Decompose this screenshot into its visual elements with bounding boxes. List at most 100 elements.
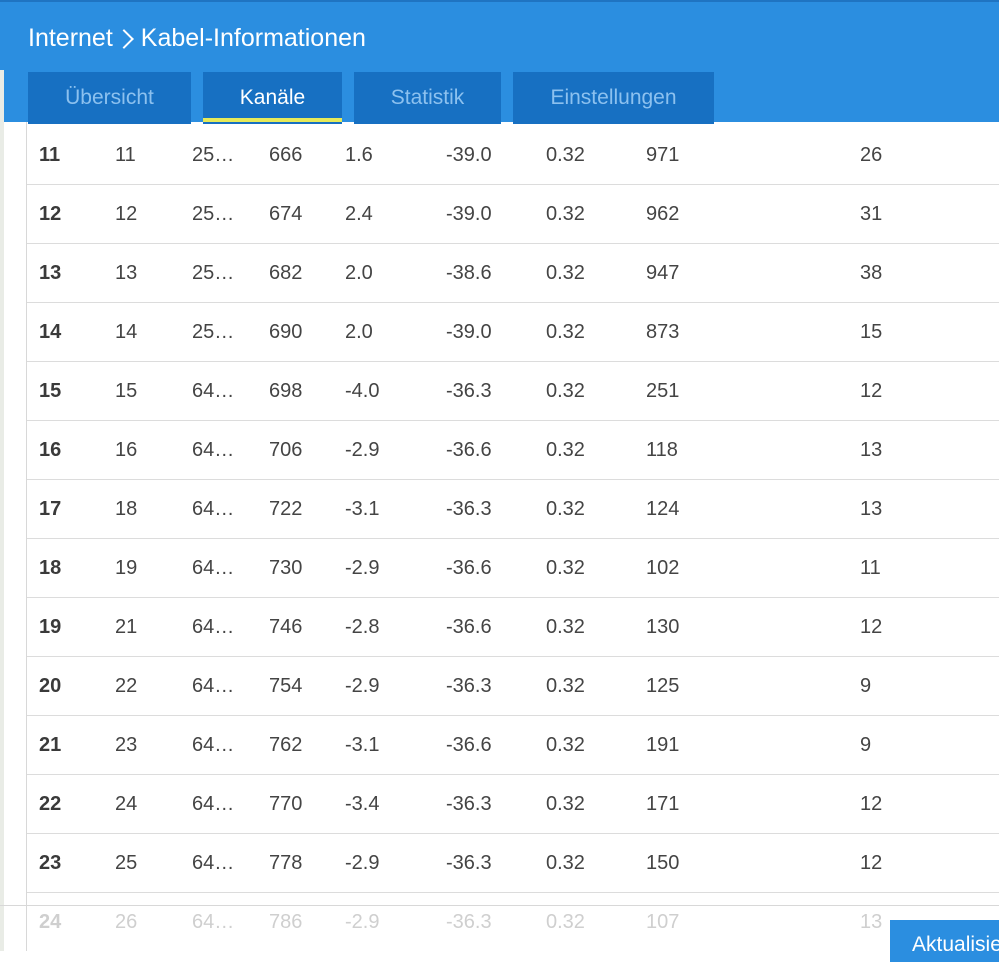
table-row: 13 13 25… 682 2.0 -38.6 0.32 947 38: [27, 243, 999, 303]
table-cell: 64…: [192, 479, 269, 539]
table-cell: 20: [27, 656, 115, 716]
table-cell: 778: [269, 833, 345, 893]
table-cell: 0.32: [546, 361, 646, 421]
tab-bar: Übersicht Kanäle Statistik Einstellungen: [28, 72, 726, 124]
table-cell: 64…: [192, 597, 269, 657]
table-cell: 690: [269, 302, 345, 362]
table-row: 23 25 64… 778 -2.9 -36.3 0.32 150 12: [27, 833, 999, 893]
table-row: 11 11 25… 666 1.6 -39.0 0.32 971 26: [27, 126, 999, 185]
table-cell: 0.32: [546, 184, 646, 244]
table-cell: 0.32: [546, 715, 646, 775]
table-cell: -2.9: [345, 910, 380, 933]
table-cell: 0.32: [546, 243, 646, 303]
table-cell: 12: [860, 597, 999, 657]
table-cell: -39.0: [446, 126, 546, 185]
table-cell: -36.3: [446, 656, 546, 716]
table-cell: 64…: [192, 361, 269, 421]
table-cell: 11: [860, 538, 999, 598]
table-cell: 698: [269, 361, 345, 421]
table-cell: -36.6: [446, 538, 546, 598]
tab-uebersicht[interactable]: Übersicht: [28, 72, 191, 124]
table-cell: -39.0: [446, 302, 546, 362]
table-cell: 0.32: [546, 910, 585, 933]
table-cell: -2.9: [345, 833, 446, 893]
table-cell: -36.6: [446, 715, 546, 775]
table-cell: 19: [115, 538, 192, 598]
table-cell: 12: [860, 774, 999, 834]
table-cell: 12: [115, 184, 192, 244]
table-cell: 64…: [192, 833, 269, 893]
table-row: 18 19 64… 730 -2.9 -36.6 0.32 102 11: [27, 538, 999, 598]
chevron-right-icon: [113, 28, 134, 49]
table-cell: -3.4: [345, 774, 446, 834]
refresh-button[interactable]: Aktualisieren: [890, 920, 999, 962]
table-cell: 0.32: [546, 774, 646, 834]
table-cell: 26: [860, 126, 999, 185]
table-cell: 13: [115, 243, 192, 303]
table-cell: -2.9: [345, 420, 446, 480]
table-cell: 674: [269, 184, 345, 244]
table-cell: -36.3: [446, 361, 546, 421]
table-cell: 0.32: [546, 302, 646, 362]
table-cell: 15: [27, 361, 115, 421]
footer-divider: [0, 905, 999, 906]
left-divider: [0, 70, 4, 951]
table-cell: 25…: [192, 243, 269, 303]
table-cell: 22: [27, 774, 115, 834]
table-cell: -36.6: [446, 597, 546, 657]
table-cell: 706: [269, 420, 345, 480]
table-cell: 31: [860, 184, 999, 244]
table-cell: 786: [269, 910, 303, 933]
table-row: 20 22 64… 754 -2.9 -36.3 0.32 125 9: [27, 656, 999, 716]
table-cell: 2.4: [345, 184, 446, 244]
table-cell: 9: [860, 715, 999, 775]
table-cell: -36.3: [446, 479, 546, 539]
table-cell: 11: [27, 126, 115, 185]
table-cell: 17: [27, 479, 115, 539]
table-cell: 18: [115, 479, 192, 539]
table-cell: 64…: [192, 774, 269, 834]
table-cell: -2.9: [345, 656, 446, 716]
tab-einstellungen[interactable]: Einstellungen: [513, 72, 714, 124]
table-cell: 947: [646, 243, 860, 303]
table-cell: 682: [269, 243, 345, 303]
channel-table-container[interactable]: 11 11 25… 666 1.6 -39.0 0.32 971 26 12 12 25… 674 2.4…: [26, 122, 999, 951]
breadcrumb-internet[interactable]: Internet: [28, 24, 113, 52]
table-cell: 11: [115, 126, 192, 185]
table-cell: 21: [115, 597, 192, 657]
tab-statistik[interactable]: Statistik: [354, 72, 501, 124]
table-cell: 25…: [192, 184, 269, 244]
tab-kanaele[interactable]: Kanäle: [203, 72, 342, 124]
table-row: 14 14 25… 690 2.0 -39.0 0.32 873 15: [27, 302, 999, 362]
table-cell: 22: [115, 656, 192, 716]
table-cell: 722: [269, 479, 345, 539]
table-cell: 9: [860, 656, 999, 716]
table-cell: 13: [27, 243, 115, 303]
breadcrumb: Internet Kabel-Informationen: [28, 24, 366, 53]
table-cell: 25…: [192, 302, 269, 362]
table-row: 16 16 64… 706 -2.9 -36.6 0.32 118 13: [27, 420, 999, 480]
table-row: 12 12 25… 674 2.4 -39.0 0.32 962 31: [27, 184, 999, 244]
table-cell: -36.3: [446, 910, 492, 933]
table-cell: 15: [115, 361, 192, 421]
table-cell: 64…: [192, 420, 269, 480]
table-cell: 0.32: [546, 126, 646, 185]
table-cell: 130: [646, 597, 860, 657]
table-cell: 770: [269, 774, 345, 834]
table-cell: -36.3: [446, 833, 546, 893]
table-cell: -3.1: [345, 715, 446, 775]
table-cell: 0.32: [546, 833, 646, 893]
page-header: Internet Kabel-Informationen Übersicht K…: [0, 0, 999, 124]
table-cell: -36.3: [446, 774, 546, 834]
table-cell: 13: [860, 910, 883, 933]
table-cell: 13: [860, 420, 999, 480]
table-cell: 0.32: [546, 479, 646, 539]
table-cell: 0.32: [546, 597, 646, 657]
table-cell: 191: [646, 715, 860, 775]
table-row: 21 23 64… 762 -3.1 -36.6 0.32 191 9: [27, 715, 999, 775]
table-cell: 16: [27, 420, 115, 480]
table-cell: 118: [646, 420, 860, 480]
table-cell: -4.0: [345, 361, 446, 421]
table-cell: 64…: [192, 715, 269, 775]
table-cell: 730: [269, 538, 345, 598]
